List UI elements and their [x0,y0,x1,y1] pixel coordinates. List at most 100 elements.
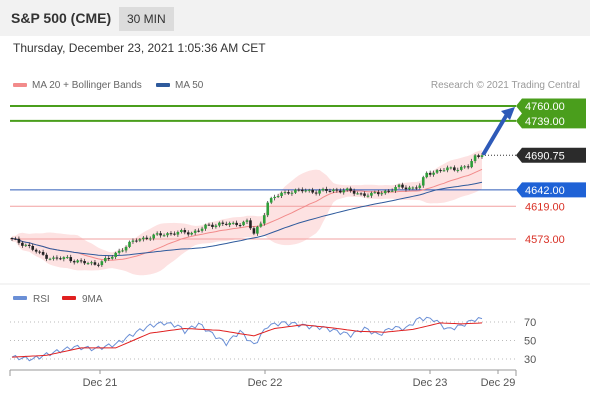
candle [166,232,169,238]
candle [45,252,48,262]
candle [287,189,290,195]
candle [259,221,263,228]
candle [432,170,435,177]
candle [321,187,325,192]
candle [207,222,211,226]
candle [148,236,152,241]
candle [256,225,259,236]
candle [86,261,90,265]
candle [307,188,311,193]
candle [456,167,460,173]
candle [266,201,270,218]
candle [449,166,453,170]
research-credit: Research © 2021 Trading Central [430,80,580,91]
candle [242,220,245,227]
candle [404,185,408,192]
candle [325,186,328,194]
candle [304,188,308,193]
candle [69,254,73,263]
candle [373,190,377,194]
candle [314,190,318,196]
candle [394,185,397,193]
candle [159,230,162,238]
candle [370,191,373,198]
candle [318,188,321,196]
candle [48,257,52,261]
forecast-arrowhead [501,107,515,120]
candle [387,189,390,194]
candle [152,233,155,241]
candle [269,196,273,205]
legend-label: MA 50 [175,80,204,91]
candle [27,242,31,249]
candle [418,183,422,190]
level-label-4619.00: 4619.00 [525,201,565,213]
candle [97,262,100,268]
rsi-line [11,316,483,362]
candle [439,168,442,173]
candle [377,190,380,197]
candle [169,231,173,236]
candle [41,249,45,256]
candle [235,220,238,227]
candle [401,182,404,190]
level-tag-4642.00 [516,182,586,198]
level-label-4760.00: 4760.00 [525,101,565,113]
legend-ma50: MA 50 [156,80,203,91]
candle [245,218,249,224]
x-tick-label: Dec 29 [481,377,516,389]
candle [231,221,235,225]
candle [311,187,314,194]
candle [470,158,473,169]
candle [280,191,283,199]
candle [10,237,14,241]
candle [93,260,97,266]
header-bar: S&P 500 (CME) 30 MIN [0,0,590,36]
candle [262,212,266,226]
candle [224,221,228,226]
candle [428,170,432,177]
candle [173,231,176,236]
candle [135,238,138,243]
interval-badge[interactable]: 30 MIN [119,7,174,31]
rsi-tick-label: 50 [524,336,536,348]
candle [442,167,446,172]
level-label-4642.00: 4642.00 [525,185,565,197]
rsi-legend-swatch [13,296,27,300]
candle [38,250,41,255]
candle [65,255,69,259]
candle [117,248,121,255]
candle [214,223,218,229]
candle [359,192,363,196]
candle [131,238,135,244]
candle [21,241,24,248]
candle [183,227,187,235]
candle [276,193,280,199]
current-price-label: 4690.75 [525,150,565,162]
level-label-4739.00: 4739.00 [525,116,565,128]
ma50-line [11,181,483,257]
candle [383,189,387,195]
current-price-tag [516,147,586,163]
candle [352,188,356,196]
candle [425,171,429,179]
candle [252,226,256,236]
candle [34,248,38,254]
candle [83,258,86,265]
candle [335,187,339,193]
candle [104,256,107,263]
candle [218,221,221,228]
candle [124,245,128,253]
candle [466,164,470,170]
candle [342,188,346,195]
candle [90,260,93,266]
candle [459,165,463,172]
x-tick-label: Dec 21 [83,377,118,389]
candle [300,187,304,194]
candle [200,226,204,233]
candle [128,240,131,249]
candle [107,255,111,261]
candle [121,248,124,253]
candle [349,186,352,193]
